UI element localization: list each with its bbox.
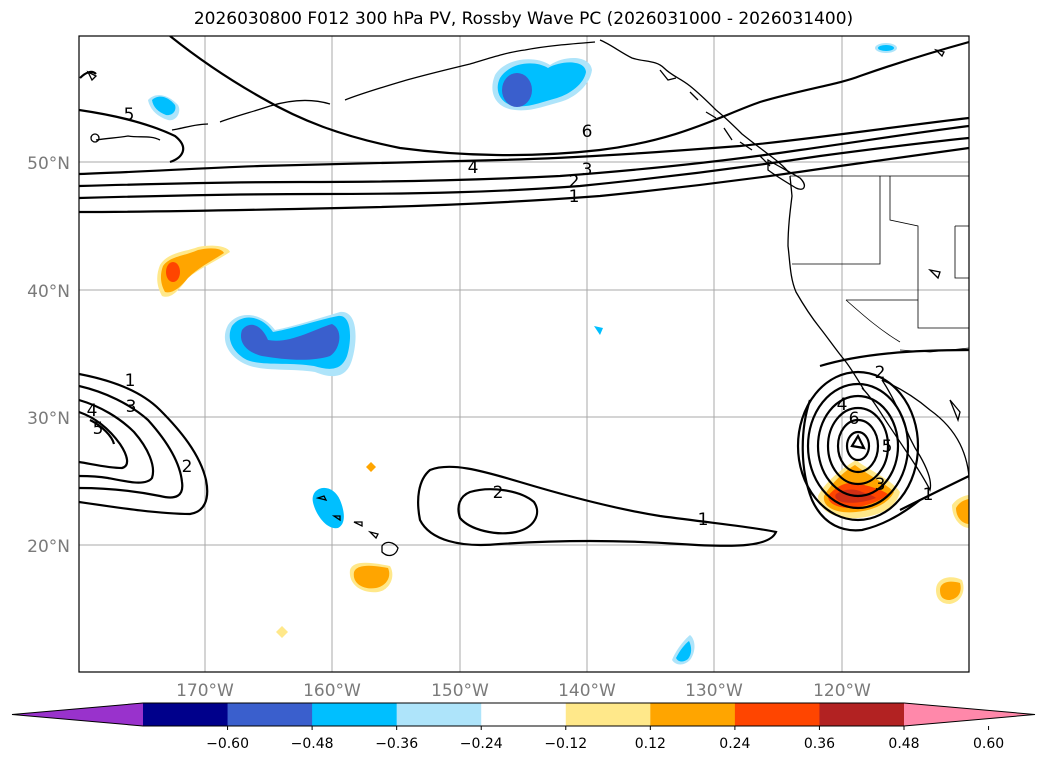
lon-label: 170°W bbox=[176, 681, 234, 701]
contour-label: 4 bbox=[837, 395, 848, 415]
colorbar-tick-label: −0.36 bbox=[375, 736, 418, 752]
map-title: 2026030800 F012 300 hPa PV, Rossby Wave … bbox=[193, 9, 854, 29]
colorbar-tick-label: −0.24 bbox=[460, 736, 503, 752]
lon-label: 140°W bbox=[558, 681, 616, 701]
colorbar-segment bbox=[312, 703, 398, 726]
pv-anomaly-positive bbox=[940, 581, 961, 600]
contour-label: 6 bbox=[849, 409, 860, 429]
colorbar-tick-label: 0.12 bbox=[635, 736, 666, 752]
contour-label: 2 bbox=[182, 457, 193, 477]
lat-label: 20°N bbox=[27, 537, 70, 557]
pv-anomaly-negative bbox=[240, 324, 340, 360]
contour-label: 4 bbox=[468, 158, 479, 178]
colorbar-segment bbox=[143, 703, 229, 726]
pv-anomaly-negative bbox=[676, 641, 692, 662]
contour-label: 1 bbox=[698, 510, 709, 530]
colorbar-tick-label: 0.48 bbox=[888, 736, 919, 752]
lat-label: 50°N bbox=[27, 154, 70, 174]
pv-anomaly-positive bbox=[276, 626, 288, 638]
pv-anomaly-positive bbox=[956, 499, 969, 524]
pv-anomaly-negative bbox=[502, 73, 532, 107]
colorbar-tick-label: 0.24 bbox=[719, 736, 750, 752]
colorbar-segment bbox=[734, 703, 820, 726]
colorbar: −0.60 −0.48 −0.36 −0.24 −0.12 0.12 0.24 0.36 0.4… bbox=[11, 702, 1036, 752]
gridlines bbox=[79, 36, 969, 672]
contour-label: 3 bbox=[875, 475, 886, 495]
colorbar-tick-label: 0.60 bbox=[973, 736, 1004, 752]
map-plot-area bbox=[79, 36, 969, 672]
lon-label: 120°W bbox=[813, 681, 871, 701]
colorbar-segment bbox=[227, 703, 313, 726]
pv-anomaly-negative bbox=[152, 96, 176, 116]
colorbar-segment bbox=[565, 703, 651, 726]
contour-label: 1 bbox=[569, 187, 580, 207]
pv-shading bbox=[148, 43, 969, 665]
colorbar-outline bbox=[11, 702, 1036, 727]
colorbar-segment bbox=[481, 703, 567, 726]
lat-label: 30°N bbox=[27, 409, 70, 429]
pv-contours bbox=[79, 36, 969, 547]
contour-label: 6 bbox=[582, 122, 593, 142]
pv-anomaly-positive bbox=[166, 262, 180, 282]
lat-label: 40°N bbox=[27, 282, 70, 302]
contour-label: 1 bbox=[923, 485, 934, 505]
colorbar-extend-max bbox=[904, 703, 1035, 726]
colorbar-segment bbox=[396, 703, 482, 726]
contour-label: 5 bbox=[124, 105, 135, 125]
contour-label: 5 bbox=[882, 437, 893, 457]
map-frame bbox=[78, 35, 970, 673]
contour-label: 3 bbox=[126, 397, 137, 417]
colorbar-tick-label: −0.12 bbox=[544, 736, 587, 752]
pv-anomaly-negative bbox=[594, 326, 603, 335]
lon-label: 130°W bbox=[685, 681, 743, 701]
colorbar-extend-min bbox=[12, 703, 143, 726]
contour-label: 3 bbox=[582, 160, 593, 180]
pv-anomaly-positive bbox=[353, 565, 390, 589]
latitude-labels: 50°N 40°N 30°N 20°N bbox=[27, 154, 70, 557]
longitude-labels: 170°W 160°W 150°W 140°W 130°W 120°W bbox=[176, 681, 871, 701]
colorbar-tick-label: 0.36 bbox=[804, 736, 835, 752]
colorbar-segment bbox=[819, 703, 905, 726]
colorbar-segment bbox=[650, 703, 736, 726]
lon-label: 150°W bbox=[431, 681, 489, 701]
pv-anomaly-negative bbox=[878, 45, 894, 51]
contour-labels: 5 6 4 3 2 1 1 3 4 5 2 2 1 2 4 6 5 3 1 bbox=[87, 105, 934, 530]
lon-label: 160°W bbox=[303, 681, 361, 701]
pv-anomaly-positive bbox=[366, 462, 376, 472]
pv-anomaly-positive bbox=[160, 248, 224, 293]
contour-label: 2 bbox=[875, 363, 886, 383]
contour-label: 2 bbox=[493, 483, 504, 503]
contour-label: 2 bbox=[569, 172, 580, 192]
contour-label: 5 bbox=[93, 419, 104, 439]
contour-label: 1 bbox=[125, 371, 136, 391]
contour-label: 4 bbox=[87, 401, 98, 421]
colorbar-tick-label: −0.60 bbox=[206, 736, 249, 752]
colorbar-tick-label: −0.48 bbox=[291, 736, 334, 752]
